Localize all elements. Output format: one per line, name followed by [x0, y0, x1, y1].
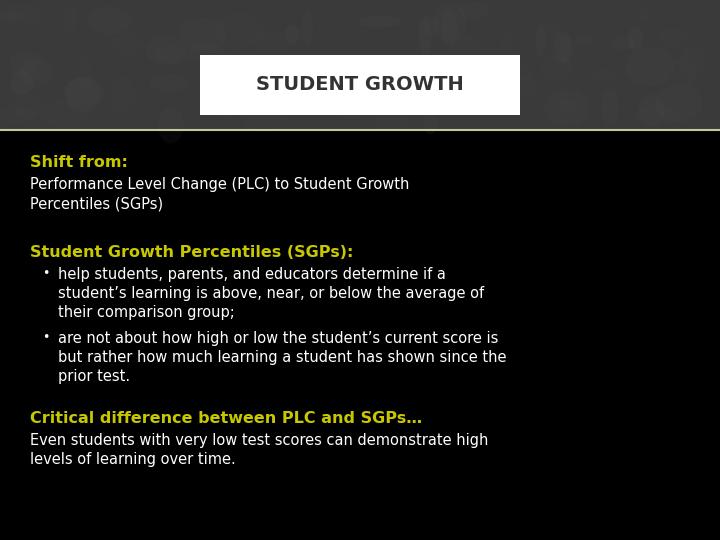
Text: Even students with very low test scores can demonstrate high
levels of learning : Even students with very low test scores … [30, 433, 488, 467]
Text: Shift from:: Shift from: [30, 155, 128, 170]
Ellipse shape [554, 99, 577, 112]
Ellipse shape [336, 52, 353, 75]
Ellipse shape [0, 4, 42, 25]
Text: •: • [42, 331, 50, 344]
Ellipse shape [207, 57, 246, 78]
Ellipse shape [65, 77, 100, 113]
Ellipse shape [655, 85, 703, 122]
Ellipse shape [218, 93, 229, 127]
Ellipse shape [576, 35, 593, 46]
Ellipse shape [454, 63, 467, 84]
Ellipse shape [9, 51, 41, 70]
Ellipse shape [149, 74, 189, 91]
Ellipse shape [11, 70, 33, 95]
Ellipse shape [359, 16, 401, 28]
Ellipse shape [418, 15, 439, 36]
Ellipse shape [540, 55, 573, 80]
Ellipse shape [681, 45, 706, 79]
Ellipse shape [601, 89, 618, 125]
Ellipse shape [500, 77, 538, 97]
Text: are not about how high or low the student’s current score is
but rather how much: are not about how high or low the studen… [58, 331, 506, 384]
Ellipse shape [441, 9, 458, 46]
Ellipse shape [536, 22, 546, 56]
Ellipse shape [158, 107, 184, 144]
Ellipse shape [459, 2, 490, 18]
Ellipse shape [146, 36, 186, 65]
Ellipse shape [0, 107, 36, 123]
Ellipse shape [276, 90, 321, 100]
Ellipse shape [500, 31, 511, 60]
Ellipse shape [42, 99, 88, 127]
Text: STUDENT GROWTH: STUDENT GROWTH [256, 76, 464, 94]
Ellipse shape [11, 67, 41, 79]
Ellipse shape [366, 76, 402, 93]
Text: Critical difference between PLC and SGPs…: Critical difference between PLC and SGPs… [30, 411, 422, 426]
Ellipse shape [593, 69, 616, 80]
Ellipse shape [449, 34, 480, 60]
Ellipse shape [184, 42, 228, 62]
Ellipse shape [109, 76, 135, 114]
Ellipse shape [479, 45, 495, 60]
Ellipse shape [179, 18, 226, 52]
Text: •: • [42, 267, 50, 280]
Ellipse shape [243, 105, 282, 132]
Ellipse shape [222, 80, 267, 117]
Ellipse shape [333, 88, 369, 119]
Ellipse shape [446, 90, 478, 116]
Ellipse shape [628, 26, 644, 51]
Ellipse shape [672, 57, 695, 91]
Ellipse shape [638, 94, 665, 127]
Ellipse shape [426, 70, 437, 91]
Ellipse shape [433, 3, 467, 41]
Ellipse shape [113, 33, 144, 56]
Text: Student Growth Percentiles (SGPs):: Student Growth Percentiles (SGPs): [30, 245, 354, 260]
Text: Performance Level Change (PLC) to Student Growth
Percentiles (SGPs): Performance Level Change (PLC) to Studen… [30, 177, 410, 211]
Ellipse shape [302, 9, 312, 48]
Ellipse shape [0, 11, 24, 21]
Ellipse shape [423, 109, 438, 134]
Ellipse shape [210, 80, 246, 117]
Bar [200, 55, 520, 115]
Ellipse shape [87, 6, 132, 35]
Ellipse shape [554, 31, 571, 64]
Ellipse shape [659, 28, 688, 47]
Ellipse shape [285, 24, 300, 45]
Ellipse shape [215, 12, 262, 49]
Ellipse shape [636, 10, 654, 21]
Text: help students, parents, and educators determine if a
student’s learning is above: help students, parents, and educators de… [58, 267, 484, 320]
Ellipse shape [366, 79, 402, 97]
Ellipse shape [20, 58, 52, 87]
Bar [0, 0, 720, 130]
Ellipse shape [626, 47, 674, 86]
Ellipse shape [499, 61, 534, 84]
Ellipse shape [544, 89, 589, 126]
Ellipse shape [559, 33, 573, 64]
Ellipse shape [611, 37, 636, 50]
Ellipse shape [258, 71, 286, 97]
Ellipse shape [419, 19, 431, 57]
Ellipse shape [80, 55, 91, 92]
Ellipse shape [63, 78, 104, 105]
Ellipse shape [251, 30, 294, 51]
